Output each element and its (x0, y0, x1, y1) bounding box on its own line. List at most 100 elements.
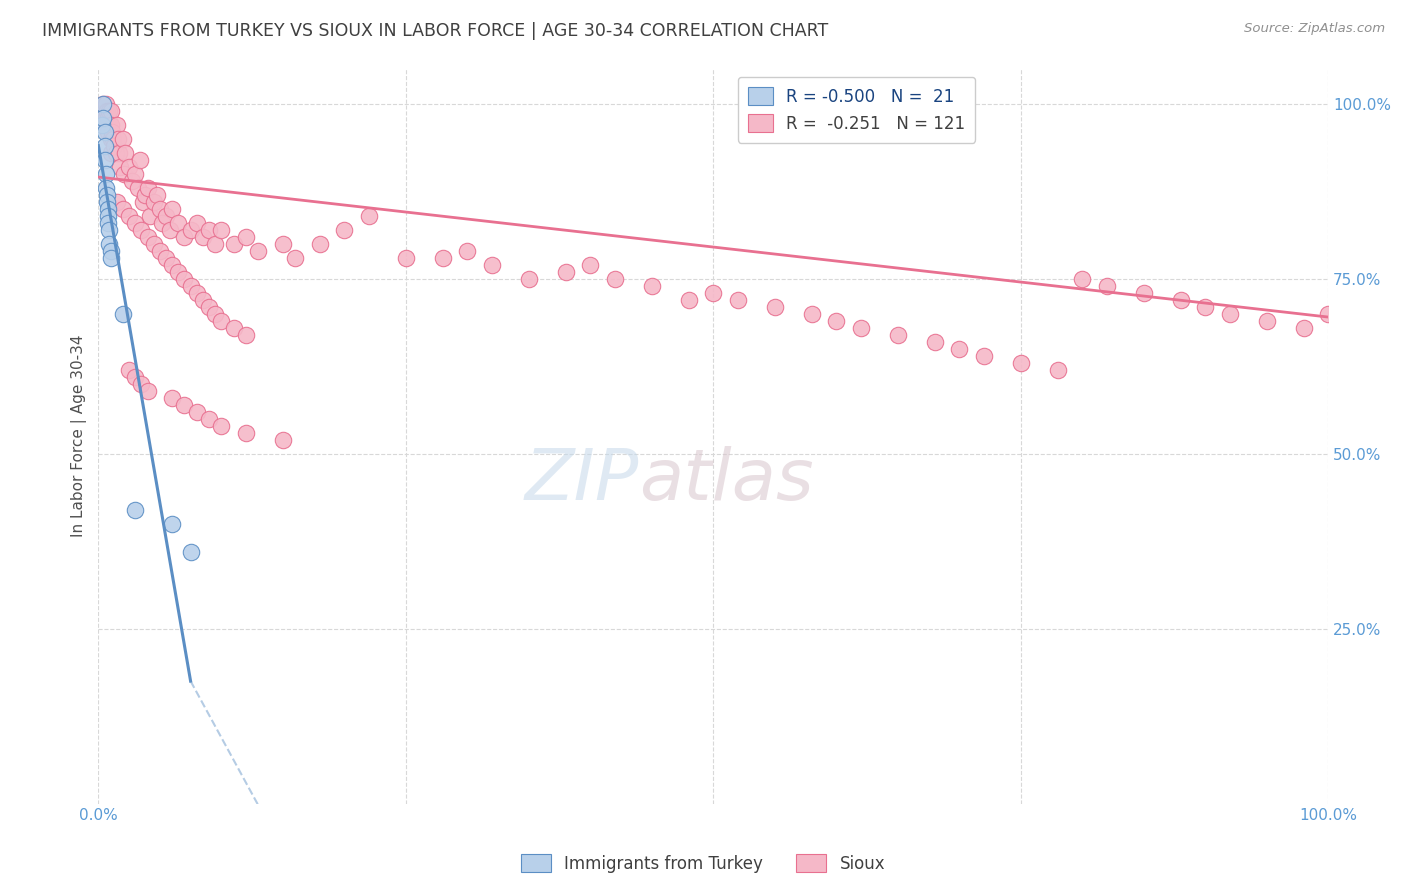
Point (209, 313, 232, 327)
Point (150, 215, 173, 229)
Point (124, 215, 146, 229)
Point (579, 258, 602, 272)
Point (149, 244, 172, 258)
Point (112, 167, 135, 181)
Point (357, 209, 380, 223)
Point (763, 300, 786, 314)
Point (191, 293, 214, 307)
Point (107, 131, 129, 145)
Point (155, 251, 177, 265)
Point (702, 285, 724, 300)
Point (849, 320, 872, 334)
Point (110, 160, 132, 174)
Point (603, 271, 626, 285)
Point (1095, 278, 1118, 293)
Point (100, 118, 122, 132)
Point (173, 398, 195, 412)
Point (235, 327, 257, 342)
Point (101, 131, 124, 145)
Point (91, 96, 114, 111)
Point (98, 118, 121, 132)
Point (100, 103, 122, 118)
Point (186, 285, 208, 300)
Legend: R = -0.500   N =  21, R =  -0.251   N = 121: R = -0.500 N = 21, R = -0.251 N = 121 (738, 77, 976, 143)
Point (222, 236, 245, 251)
Point (98, 222, 121, 236)
Point (91, 103, 114, 118)
Point (136, 180, 159, 194)
Point (167, 215, 190, 229)
Point (198, 222, 221, 236)
Point (222, 320, 245, 334)
Point (111, 202, 134, 216)
Point (948, 342, 970, 356)
Point (1219, 307, 1241, 321)
Point (142, 236, 165, 251)
Point (111, 307, 134, 321)
Point (678, 293, 700, 307)
Point (825, 313, 848, 327)
Y-axis label: In Labor Force | Age 30-34: In Labor Force | Age 30-34 (72, 334, 87, 537)
Point (94, 180, 117, 194)
Point (186, 215, 208, 229)
Point (105, 194, 128, 209)
Point (160, 258, 183, 272)
Point (91, 118, 114, 132)
Point (308, 236, 330, 251)
Point (131, 376, 153, 391)
Point (93, 103, 115, 118)
Point (209, 418, 232, 433)
Point (432, 251, 454, 265)
Point (127, 180, 149, 194)
Point (1194, 300, 1216, 314)
Point (167, 264, 190, 278)
Point (136, 229, 159, 244)
Point (1071, 271, 1094, 285)
Point (100, 251, 122, 265)
Point (160, 516, 183, 531)
Point (97, 202, 120, 216)
Point (124, 369, 146, 384)
Point (456, 244, 478, 258)
Point (235, 425, 257, 440)
Point (209, 222, 232, 236)
Point (108, 145, 131, 160)
Point (1256, 313, 1278, 327)
Point (1170, 293, 1192, 307)
Point (91, 111, 114, 125)
Point (124, 167, 146, 181)
Point (1292, 320, 1315, 334)
Point (333, 222, 356, 236)
Point (105, 118, 128, 132)
Point (973, 349, 995, 363)
Point (641, 278, 664, 293)
Point (173, 271, 195, 285)
Point (198, 300, 221, 314)
Point (204, 236, 226, 251)
Point (204, 307, 226, 321)
Point (924, 334, 946, 349)
Point (159, 222, 181, 236)
Point (146, 187, 169, 202)
Point (97, 215, 120, 229)
Point (180, 222, 202, 236)
Point (149, 202, 172, 216)
Text: IMMIGRANTS FROM TURKEY VS SIOUX IN LABOR FORCE | AGE 30-34 CORRELATION CHART: IMMIGRANTS FROM TURKEY VS SIOUX IN LABOR… (42, 22, 828, 40)
Point (186, 404, 208, 418)
Point (235, 229, 257, 244)
Point (131, 222, 153, 236)
Point (124, 502, 146, 516)
Point (180, 278, 202, 293)
Point (93, 153, 115, 167)
Point (96, 187, 118, 202)
Legend: Immigrants from Turkey, Sioux: Immigrants from Turkey, Sioux (515, 847, 891, 880)
Point (160, 391, 183, 405)
Point (173, 229, 195, 244)
Point (91, 96, 114, 111)
Point (97, 124, 120, 138)
Point (100, 244, 122, 258)
Point (94, 111, 117, 125)
Text: ZIP: ZIP (524, 446, 640, 515)
Point (131, 194, 153, 209)
Point (111, 131, 134, 145)
